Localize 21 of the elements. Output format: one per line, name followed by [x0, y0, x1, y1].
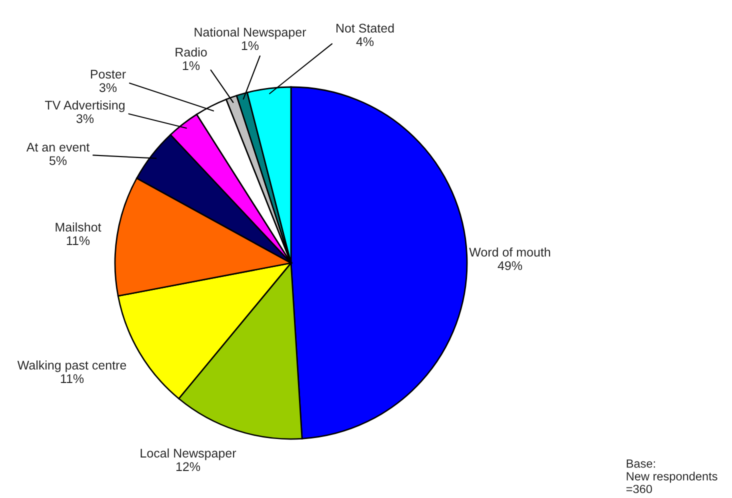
data-label: 1%: [182, 61, 200, 70]
data-label: 11%: [66, 236, 90, 246]
data-label: 4%: [356, 37, 374, 46]
slice-label: Radio: [176, 47, 207, 57]
data-label: 1%: [242, 41, 259, 50]
slice-label: Local Newspaper: [140, 448, 236, 460]
slice-label: Poster: [90, 70, 126, 79]
data-label: 3%: [99, 83, 117, 92]
slice-label: Walking past centre: [17, 360, 126, 372]
slice-label: Not Stated: [336, 23, 394, 33]
text: Base: New respondents =360: [626, 460, 718, 494]
data-label: 5%: [49, 156, 67, 166]
data-label: 3%: [76, 114, 94, 124]
slice-label: Mailshot: [56, 222, 102, 232]
slice-label: National Newspaper: [194, 27, 306, 40]
data-label: 49%: [498, 261, 522, 270]
slice-label: At an event: [26, 142, 90, 152]
slice-label: Word of mouth: [469, 247, 550, 257]
slice-label: TV Advertising: [44, 100, 124, 112]
data-label: 11%: [60, 374, 84, 384]
data-label: 12%: [176, 462, 200, 472]
